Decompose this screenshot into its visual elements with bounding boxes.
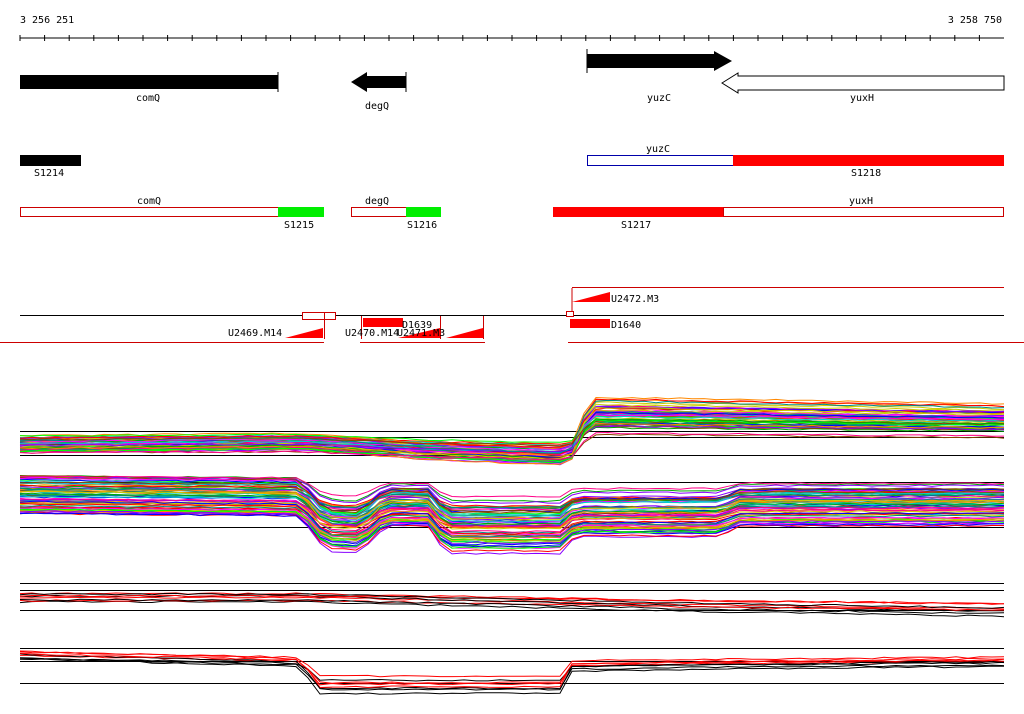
segment-yuxh-outline[interactable]	[723, 207, 1004, 217]
gene-comq-label: comQ	[136, 93, 160, 104]
segment-degq-label: degQ	[365, 196, 389, 207]
segment-yuxh-label: yuxH	[849, 196, 873, 207]
feature-u2471-m3-label: U2471.M3	[397, 328, 445, 339]
expression-profile-line	[19, 600, 1005, 618]
expression-profile-line	[19, 406, 1004, 460]
panel-1-profiles	[19, 396, 1005, 466]
ruler-end-label: 3 258 750	[948, 15, 1002, 26]
segment-row-1: S1214 yuzC S1218	[20, 144, 1004, 179]
feature-track-gap-left	[324, 340, 360, 345]
segment-yuzc-outline[interactable]	[587, 155, 734, 166]
segment-degq-outline[interactable]	[351, 207, 407, 217]
gene-yuzc-arrow[interactable]	[587, 51, 732, 71]
feature-track-gap-right	[485, 340, 568, 345]
expression-profile-line	[19, 509, 1005, 542]
expression-profile-line	[19, 498, 1005, 527]
segment-row-2: comQ S1215 degQ S1216 S1217 yuxH	[20, 196, 1004, 231]
gene-track: comQ degQ yuzC yuxH	[20, 49, 1005, 112]
feature-u2472-m3[interactable]	[572, 292, 610, 302]
expression-profile-line	[19, 481, 1004, 513]
segment-s1216-label: S1216	[407, 220, 437, 231]
gene-yuxh-label: yuxH	[850, 93, 874, 104]
panel-3-profiles	[19, 592, 1005, 618]
segment-s1214-label: S1214	[34, 168, 64, 179]
expression-profile-line	[20, 596, 1005, 610]
feature-u2472-m3-label: U2472.M3	[611, 294, 659, 305]
feature-u2471-m3[interactable]	[446, 328, 483, 338]
gene-degq-label: degQ	[365, 101, 389, 112]
gene-yuxh-arrow[interactable]	[721, 72, 1005, 94]
ruler-start-label: 3 256 251	[20, 15, 74, 26]
segment-s1215[interactable]	[278, 207, 324, 217]
expression-panel-2	[19, 475, 1005, 555]
feature-d1639[interactable]	[363, 318, 403, 327]
expression-profile-line	[19, 657, 1005, 682]
feature-d1640-label: D1640	[611, 320, 641, 331]
segment-s1217[interactable]	[553, 207, 723, 217]
expression-profile-line	[19, 480, 1005, 518]
expression-profile-line	[19, 414, 1005, 451]
segment-s1214[interactable]	[20, 155, 81, 166]
segment-s1218-label: S1218	[851, 168, 881, 179]
gene-yuzc-label: yuzC	[647, 93, 671, 104]
segment-s1218[interactable]	[733, 155, 1004, 166]
expression-profile-line	[19, 598, 1005, 614]
feature-d1639-label: D1639	[402, 320, 432, 331]
expression-panel-3	[19, 583, 1005, 618]
segment-comq-label: comQ	[137, 196, 161, 207]
expression-panel-4	[19, 648, 1005, 695]
expression-profile-line	[19, 512, 1005, 548]
expression-profile-line	[19, 419, 1005, 462]
expression-profile-line	[19, 431, 1005, 461]
ruler-ticks	[19, 35, 980, 41]
gene-degq-arrow[interactable]	[351, 72, 406, 92]
expression-profile-line	[19, 653, 1005, 691]
expression-profile-line	[19, 406, 1005, 450]
expression-panel-1	[19, 396, 1005, 466]
expression-profile-line	[19, 476, 1005, 504]
expression-profile-line	[19, 498, 1005, 528]
segment-s1216[interactable]	[406, 207, 441, 217]
feature-u2469-marker	[302, 312, 336, 320]
segment-s1217-label: S1217	[621, 220, 651, 231]
expression-profile-line	[19, 652, 1005, 684]
expression-profile-line	[19, 651, 1005, 678]
expression-profile-line	[19, 504, 1005, 538]
expression-profile-line	[19, 418, 1005, 458]
expression-profile-line	[19, 488, 1005, 529]
expression-profile-line	[19, 476, 1005, 514]
panel-2-profiles	[19, 475, 1005, 555]
feature-u2470-m14[interactable]	[398, 328, 440, 338]
feature-u2472-marker	[566, 311, 574, 317]
expression-profile-line	[19, 475, 1005, 498]
segment-yuzc-label: yuzC	[646, 144, 670, 155]
feature-track: U2472.M3 D1639 D1640 U2469.M14 U2470.M14…	[0, 287, 1024, 345]
expression-profile-line	[19, 490, 1005, 521]
expression-profile-line	[19, 510, 1005, 544]
segment-comq-outline[interactable]	[20, 207, 279, 217]
coordinate-ruler: 3 256 251 3 258 750	[19, 15, 1004, 41]
feature-u2469-m14-label: U2469.M14	[228, 328, 282, 339]
expression-profile-line	[19, 487, 1005, 509]
expression-profile-line	[19, 422, 1004, 458]
expression-profile-line	[19, 592, 1005, 609]
panel-4-profiles	[19, 650, 1005, 695]
expression-profile-line	[19, 658, 1005, 695]
expression-profile-line	[19, 492, 1005, 525]
feature-u2470-m14-label: U2470.M14	[345, 328, 399, 339]
gene-comq-arrow[interactable]	[20, 75, 278, 89]
segment-s1215-label: S1215	[284, 220, 314, 231]
feature-d1640[interactable]	[570, 319, 610, 328]
feature-u2469-m14[interactable]	[285, 328, 323, 338]
